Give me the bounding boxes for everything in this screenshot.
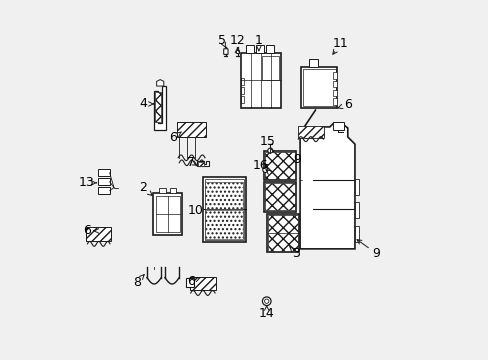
Polygon shape (300, 123, 354, 249)
Bar (255, 45, 264, 53)
Bar (190, 277, 215, 291)
Polygon shape (197, 161, 208, 166)
Bar (186, 278, 194, 287)
Bar (265, 45, 273, 53)
Bar (267, 215, 297, 251)
Text: 2: 2 (139, 181, 147, 194)
Text: 6: 6 (187, 275, 195, 288)
Polygon shape (156, 80, 163, 86)
Circle shape (262, 167, 267, 172)
Text: 16: 16 (252, 159, 268, 172)
Text: 4: 4 (139, 98, 147, 111)
Bar (86, 226, 111, 241)
Bar (266, 214, 298, 252)
Bar (333, 90, 336, 96)
Text: 8: 8 (133, 276, 141, 289)
Text: 15: 15 (259, 135, 275, 148)
Bar (177, 122, 205, 137)
Bar (333, 72, 336, 79)
Bar (354, 202, 359, 219)
Bar (241, 53, 281, 108)
Bar (333, 122, 344, 130)
Text: 7: 7 (187, 156, 195, 168)
Text: 11: 11 (332, 37, 348, 50)
Bar (264, 150, 296, 180)
Bar (203, 177, 245, 242)
Text: 6: 6 (82, 224, 90, 238)
Bar (354, 179, 359, 195)
Text: 9: 9 (293, 153, 301, 166)
Bar (159, 188, 165, 193)
Bar (153, 193, 182, 234)
Polygon shape (154, 86, 165, 130)
Bar (354, 226, 359, 242)
Bar (333, 81, 336, 87)
Text: 5: 5 (218, 34, 226, 48)
Bar (241, 78, 244, 85)
Circle shape (267, 148, 272, 153)
Bar (205, 211, 243, 239)
Bar (98, 187, 109, 194)
Text: 14: 14 (258, 307, 274, 320)
Bar (169, 188, 176, 193)
Bar (155, 93, 161, 122)
Text: 6: 6 (343, 98, 351, 111)
Bar (241, 87, 244, 94)
Bar (155, 196, 180, 231)
Text: 10: 10 (188, 204, 203, 217)
Bar (261, 56, 278, 80)
FancyBboxPatch shape (223, 49, 227, 54)
Bar (301, 67, 336, 108)
Text: 3: 3 (292, 247, 300, 260)
Text: 1: 1 (254, 33, 262, 47)
Bar (302, 69, 335, 107)
Bar (205, 182, 243, 209)
Bar (198, 162, 204, 166)
Bar (264, 182, 296, 212)
Text: 6: 6 (169, 131, 177, 144)
Bar (236, 50, 239, 53)
Bar (297, 126, 324, 138)
Bar (241, 96, 244, 103)
Bar (245, 45, 253, 53)
Bar (98, 169, 109, 176)
Bar (333, 98, 336, 105)
Bar (265, 152, 295, 179)
Circle shape (262, 297, 270, 306)
Text: 13: 13 (79, 176, 94, 189)
Bar (265, 183, 295, 211)
Bar (204, 179, 244, 240)
Text: 9: 9 (372, 247, 380, 260)
Bar (308, 59, 317, 67)
Bar (98, 178, 109, 185)
Text: 12: 12 (229, 34, 244, 48)
